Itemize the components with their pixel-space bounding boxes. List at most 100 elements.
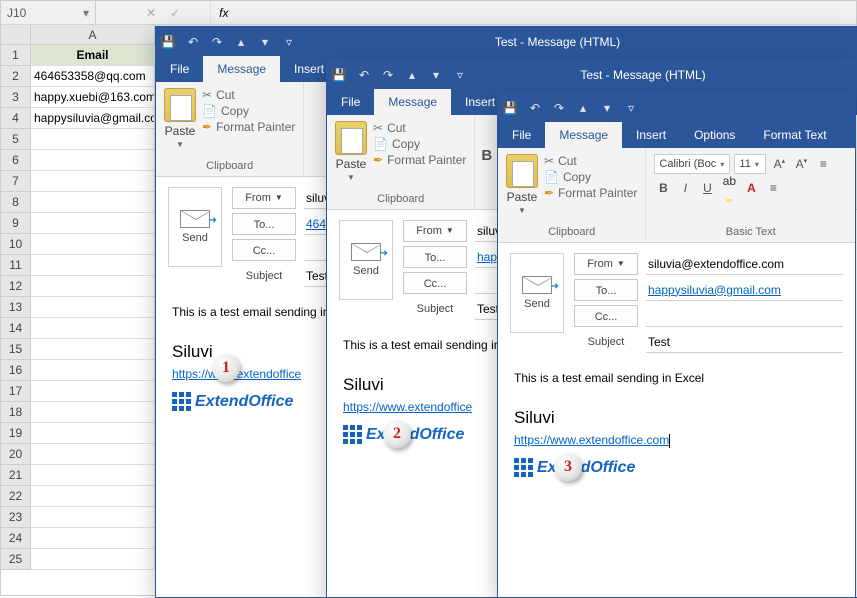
tab-format-text[interactable]: Format Text <box>749 122 840 148</box>
from-button[interactable]: From▼ <box>232 187 296 209</box>
row-header[interactable]: 3 <box>1 87 31 108</box>
row-header[interactable]: 9 <box>1 213 31 234</box>
row-header[interactable]: 6 <box>1 150 31 171</box>
cell[interactable]: 464653358@qq.com <box>31 66 155 87</box>
cut-button[interactable]: ✂Cut <box>544 154 637 168</box>
cc-button[interactable]: Cc... <box>403 272 467 294</box>
format-painter-button[interactable]: ✒Format Painter <box>544 186 637 200</box>
row-header[interactable]: 25 <box>1 549 31 570</box>
save-icon[interactable]: 💾 <box>498 101 522 115</box>
cell[interactable] <box>31 423 155 444</box>
save-icon[interactable]: 💾 <box>156 35 180 49</box>
format-painter-button[interactable]: ✒Format Painter <box>373 153 466 167</box>
cell[interactable] <box>31 549 155 570</box>
cell[interactable] <box>31 213 155 234</box>
cell[interactable]: Email <box>31 45 155 66</box>
underline-button[interactable]: U <box>698 181 716 195</box>
select-all-corner[interactable] <box>1 25 31 45</box>
undo-icon[interactable]: ↶ <box>184 35 202 49</box>
cell[interactable]: happy.xuebi@163.com <box>31 87 155 108</box>
qat-customize-icon[interactable]: ▿ <box>451 68 469 82</box>
row-header[interactable]: 11 <box>1 255 31 276</box>
font-name-dropdown[interactable]: Calibri (Boc▾ <box>654 154 730 174</box>
col-header-a[interactable]: A <box>31 25 155 45</box>
qat-prev-icon[interactable]: ▴ <box>574 101 592 115</box>
paste-button[interactable]: Paste ▼ <box>164 86 196 149</box>
bullets-icon[interactable]: ≡ <box>814 157 832 171</box>
row-header[interactable]: 20 <box>1 444 31 465</box>
from-button[interactable]: From▼ <box>403 220 467 242</box>
qat-next-icon[interactable]: ▾ <box>256 35 274 49</box>
highlight-icon[interactable]: ab <box>720 174 738 202</box>
fx-icon[interactable]: fx <box>211 6 228 20</box>
qat-next-icon[interactable]: ▾ <box>427 68 445 82</box>
paste-button[interactable]: Paste ▼ <box>506 152 538 215</box>
cc-button[interactable]: Cc... <box>574 305 638 327</box>
row-header[interactable]: 17 <box>1 381 31 402</box>
font-color-icon[interactable]: A <box>742 181 760 195</box>
cell[interactable] <box>31 318 155 339</box>
paste-dropdown-icon[interactable]: ▼ <box>347 173 355 182</box>
redo-icon[interactable]: ↷ <box>379 68 397 82</box>
copy-button[interactable]: 📄Copy <box>544 170 637 184</box>
to-button[interactable]: To... <box>232 213 296 235</box>
cell[interactable] <box>31 339 155 360</box>
italic-button[interactable]: I <box>676 181 694 195</box>
tab-file[interactable]: File <box>156 56 203 82</box>
cell[interactable] <box>31 465 155 486</box>
row-header[interactable]: 10 <box>1 234 31 255</box>
cell[interactable] <box>31 528 155 549</box>
tab-message[interactable]: Message <box>545 122 622 148</box>
row-header[interactable]: 1 <box>1 45 31 66</box>
row-header[interactable]: 4 <box>1 108 31 129</box>
row-header[interactable]: 16 <box>1 360 31 381</box>
undo-icon[interactable]: ↶ <box>355 68 373 82</box>
to-button[interactable]: To... <box>403 246 467 268</box>
cut-button[interactable]: ✂Cut <box>373 121 466 135</box>
to-field[interactable]: happysiluvia@gmail.com <box>646 279 843 301</box>
qat-prev-icon[interactable]: ▴ <box>403 68 421 82</box>
tab-file[interactable]: File <box>498 122 545 148</box>
tab-message[interactable]: Message <box>203 56 280 82</box>
send-button[interactable]: ➜ Send <box>510 253 564 333</box>
from-field[interactable]: siluvia@extendoffice.com <box>646 253 843 275</box>
row-header[interactable]: 5 <box>1 129 31 150</box>
tab-options[interactable]: Options <box>680 122 749 148</box>
cell[interactable]: happysiluvia@gmail.com <box>31 108 155 129</box>
name-box[interactable]: J10 ▾ <box>1 1 96 24</box>
increase-font-icon[interactable]: A▴ <box>770 157 788 171</box>
signature-link[interactable]: https://www.extendoffice.com <box>514 433 669 447</box>
tab-file[interactable]: File <box>327 89 374 115</box>
name-box-dropdown-icon[interactable]: ▾ <box>83 6 89 20</box>
cell[interactable] <box>31 507 155 528</box>
qat-prev-icon[interactable]: ▴ <box>232 35 250 49</box>
row-header[interactable]: 22 <box>1 486 31 507</box>
copy-button[interactable]: 📄Copy <box>373 137 466 151</box>
cell[interactable] <box>31 297 155 318</box>
tab-insert[interactable]: Insert <box>622 122 680 148</box>
cell[interactable] <box>31 192 155 213</box>
paste-button[interactable]: Paste ▼ <box>335 119 367 182</box>
cell[interactable] <box>31 255 155 276</box>
from-button[interactable]: From▼ <box>574 253 638 275</box>
qat-next-icon[interactable]: ▾ <box>598 101 616 115</box>
cell[interactable] <box>31 276 155 297</box>
font-size-dropdown[interactable]: 11▾ <box>734 154 766 174</box>
undo-icon[interactable]: ↶ <box>526 101 544 115</box>
copy-button[interactable]: 📄Copy <box>202 104 295 118</box>
send-button[interactable]: ➜ Send <box>168 187 222 267</box>
redo-icon[interactable]: ↷ <box>208 35 226 49</box>
cell[interactable] <box>31 381 155 402</box>
save-icon[interactable]: 💾 <box>327 68 351 82</box>
paste-dropdown-icon[interactable]: ▼ <box>518 206 526 215</box>
to-button[interactable]: To... <box>574 279 638 301</box>
cell[interactable] <box>31 129 155 150</box>
qat-customize-icon[interactable]: ▿ <box>280 35 298 49</box>
align-icon[interactable]: ≡ <box>764 181 782 195</box>
paste-dropdown-icon[interactable]: ▼ <box>176 140 184 149</box>
cut-button[interactable]: ✂Cut <box>202 88 295 102</box>
confirm-icon[interactable]: ✓ <box>170 6 180 20</box>
cc-field[interactable] <box>646 305 843 327</box>
tab-message[interactable]: Message <box>374 89 451 115</box>
decrease-font-icon[interactable]: A▾ <box>792 157 810 171</box>
